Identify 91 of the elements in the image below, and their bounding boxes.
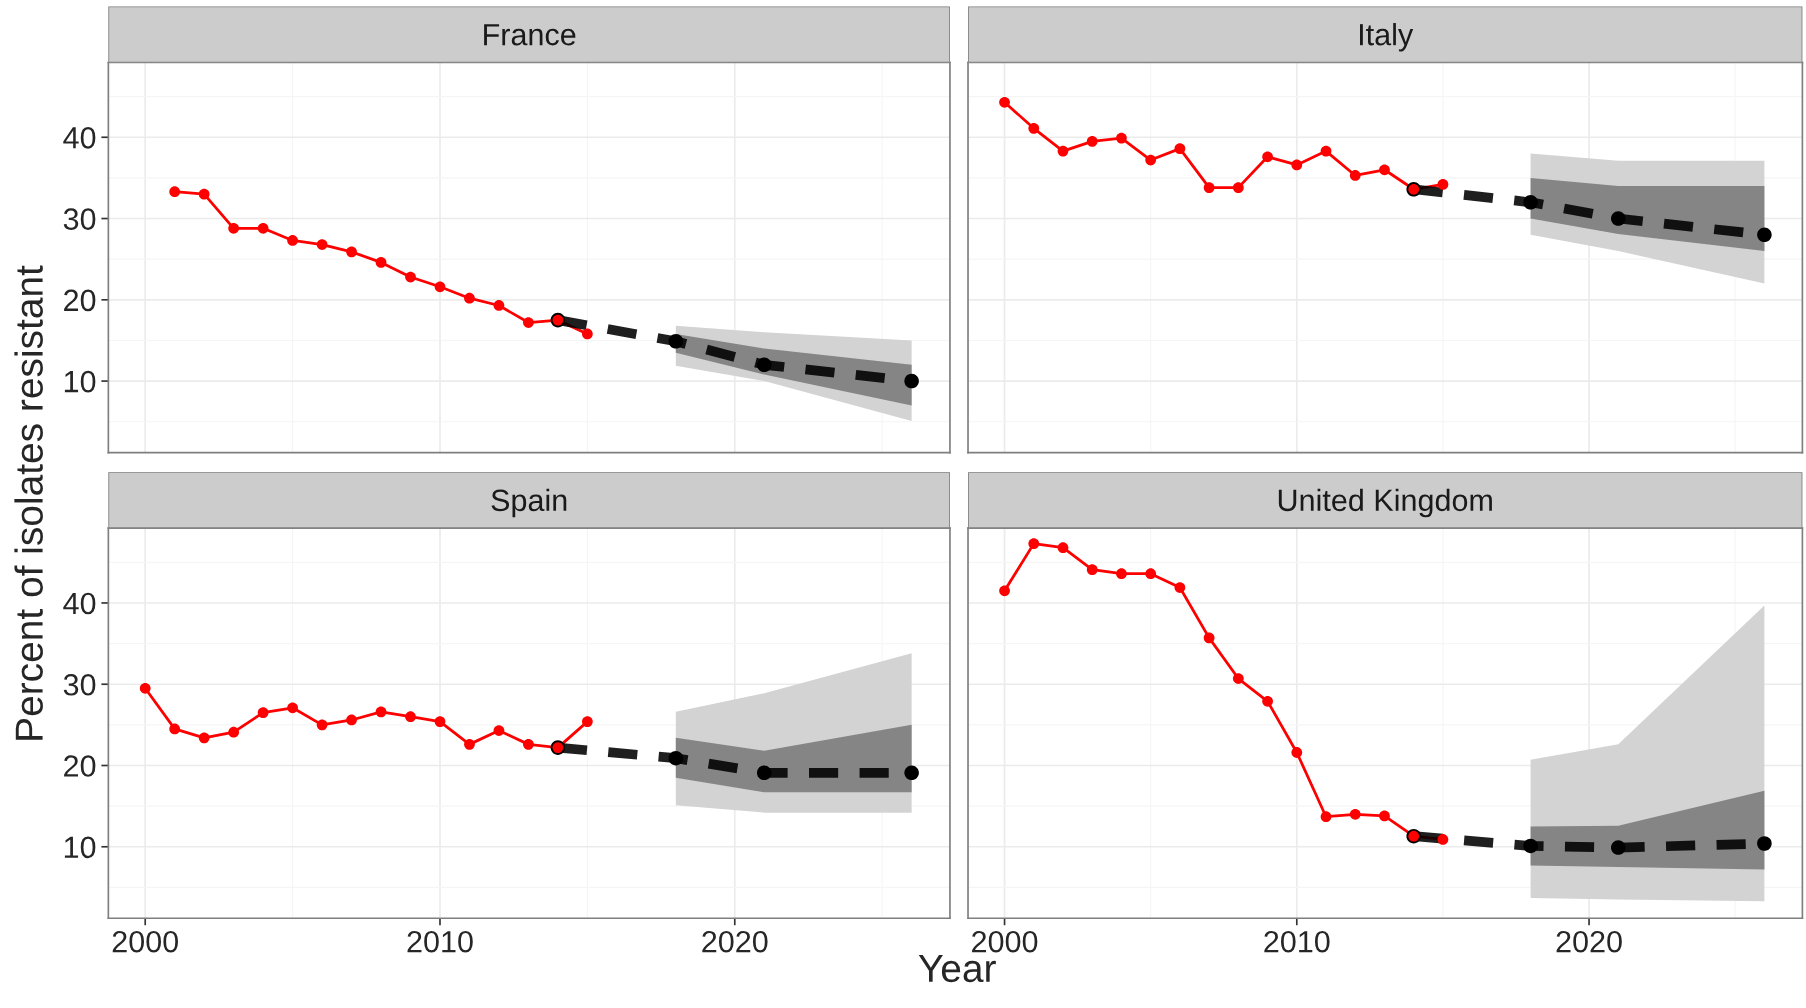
point (1028, 122, 1040, 134)
point (1174, 582, 1186, 593)
x-axis-title: Year (918, 955, 996, 983)
y-tick-label: 40 (63, 127, 96, 149)
point (139, 682, 151, 694)
point (1349, 808, 1361, 820)
point (1291, 747, 1303, 758)
point (1379, 164, 1390, 176)
point (287, 235, 298, 246)
point (668, 750, 684, 766)
point (169, 723, 181, 735)
x-tick-label: 2010 (1264, 930, 1330, 953)
point (346, 246, 357, 258)
chart-title: Italy (1360, 23, 1414, 52)
point (668, 333, 684, 349)
y-tick-label: 10 (64, 370, 96, 393)
point (523, 738, 534, 750)
point (582, 716, 593, 727)
point (1262, 151, 1273, 163)
point (904, 373, 919, 389)
point (228, 726, 240, 738)
point (257, 222, 269, 234)
chart-title: Spain (491, 488, 567, 518)
point (1320, 811, 1332, 823)
point (1757, 227, 1772, 243)
point (198, 188, 210, 200)
point (999, 585, 1010, 597)
point (287, 702, 298, 714)
point (464, 292, 475, 304)
y-tick-label: 40 (63, 592, 96, 615)
point (1232, 673, 1244, 684)
y-tick-label: 20 (64, 755, 96, 777)
point (1116, 132, 1127, 144)
x-tick-label: 2000 (112, 930, 178, 953)
point (1610, 840, 1626, 855)
point (999, 96, 1010, 108)
point (1028, 538, 1040, 550)
point (375, 706, 387, 718)
point (493, 300, 505, 311)
point (1349, 170, 1361, 181)
point (434, 281, 446, 293)
y-tick-label: 10 (64, 836, 96, 859)
y-tick-label: 20 (64, 289, 96, 312)
point (1203, 632, 1215, 644)
chart-title: France (484, 24, 576, 46)
point (198, 732, 210, 744)
point (405, 711, 416, 723)
x-tick-label: 2000 (972, 930, 1038, 953)
point (1203, 182, 1215, 194)
point (316, 239, 328, 250)
point (756, 357, 772, 373)
y-tick-label: 30 (63, 208, 96, 230)
point (1057, 542, 1069, 554)
point (1757, 836, 1772, 851)
point (1086, 135, 1098, 147)
x-tick-label: 2020 (702, 930, 768, 953)
point (1523, 838, 1538, 854)
point (582, 328, 593, 340)
point (346, 714, 357, 726)
point (228, 222, 240, 234)
point (1086, 564, 1098, 576)
y-axis-title: Percent of isolates resistant (14, 265, 43, 740)
point (375, 257, 387, 268)
point (1145, 154, 1157, 166)
point (405, 271, 416, 283)
point (169, 186, 181, 198)
point (904, 765, 919, 781)
x-tick-label: 2020 (1556, 930, 1622, 953)
point (434, 716, 446, 727)
point (257, 707, 269, 719)
point (1057, 145, 1069, 157)
point (1379, 810, 1390, 822)
y-tick-label: 30 (63, 673, 96, 696)
point (1116, 568, 1127, 580)
point (1174, 143, 1186, 155)
point (316, 719, 328, 731)
point (1523, 195, 1538, 210)
point (1232, 182, 1244, 194)
x-tick-label: 2010 (407, 930, 473, 953)
point (756, 765, 772, 781)
point (1291, 159, 1303, 171)
point (464, 738, 475, 750)
chart-title: United Kingdom (1278, 488, 1492, 518)
point (493, 725, 505, 736)
point (1145, 568, 1157, 580)
point (1320, 145, 1332, 157)
point (1610, 211, 1626, 226)
point (1262, 695, 1273, 707)
point (1437, 834, 1449, 845)
point (523, 317, 534, 328)
point (1437, 179, 1449, 190)
